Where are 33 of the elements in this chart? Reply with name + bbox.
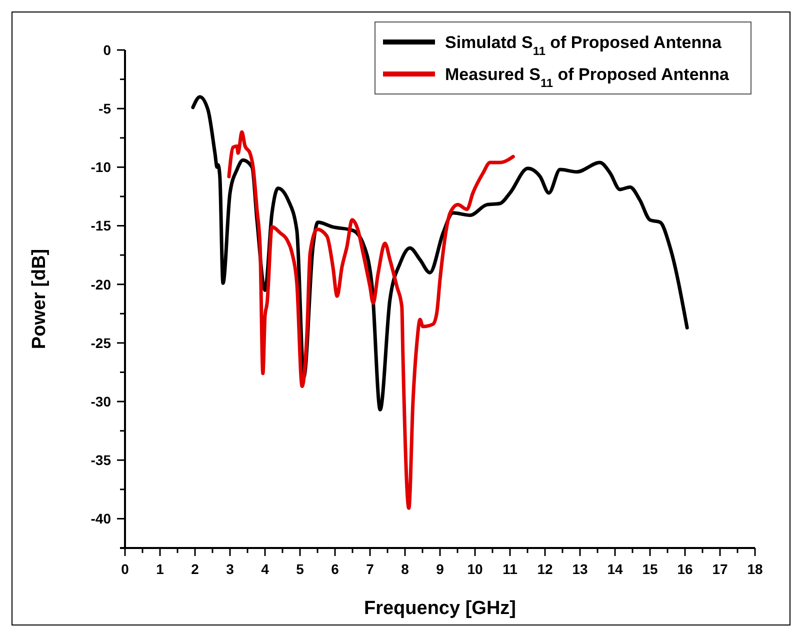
x-tick-label: 4: [261, 561, 270, 577]
x-tick-label: 7: [366, 561, 374, 577]
x-tick-label: 0: [121, 561, 130, 577]
x-tick-label: 13: [572, 561, 588, 577]
y-tick-label: -30: [90, 393, 112, 410]
x-tick-label: 8: [401, 561, 410, 577]
y-tick-label: -10: [90, 159, 112, 176]
y-tick-label: -25: [90, 334, 112, 351]
x-axis-title: Frequency [GHz]: [364, 598, 516, 619]
y-tick-label: 0: [103, 42, 112, 58]
y-tick-label: -35: [90, 452, 112, 468]
legend-label: Simulatd S$_{11}$ of Proposed Antenna: [445, 32, 722, 58]
x-tick-label: 5: [296, 561, 304, 577]
x-tick-label: 9: [436, 561, 444, 577]
x-tick-label: 12: [537, 561, 553, 577]
y-tick-label: -5: [98, 100, 112, 116]
x-tick-label: 16: [677, 561, 693, 577]
x-tick-label: 2: [191, 561, 200, 577]
y-tick-label: -15: [90, 218, 112, 234]
line-series: [227, 130, 515, 510]
x-tick-label: 15: [642, 561, 658, 577]
x-tick-label: 1: [156, 561, 164, 577]
x-tick-label: 6: [331, 561, 340, 577]
x-tick-label: 18: [747, 561, 763, 577]
y-axis-title: Power [dB]: [29, 248, 50, 350]
x-tick-label: 3: [226, 561, 234, 577]
x-tick-label: 11: [502, 561, 518, 577]
x-tick-label: 14: [607, 561, 623, 577]
x-tick-label: 17: [712, 561, 728, 577]
legend-label: Measured S$_{11}$ of Proposed Antenna: [445, 64, 730, 90]
y-tick-label: -20: [90, 276, 112, 292]
x-tick-label: 10: [467, 561, 483, 577]
y-tick-label: -40: [90, 510, 112, 527]
